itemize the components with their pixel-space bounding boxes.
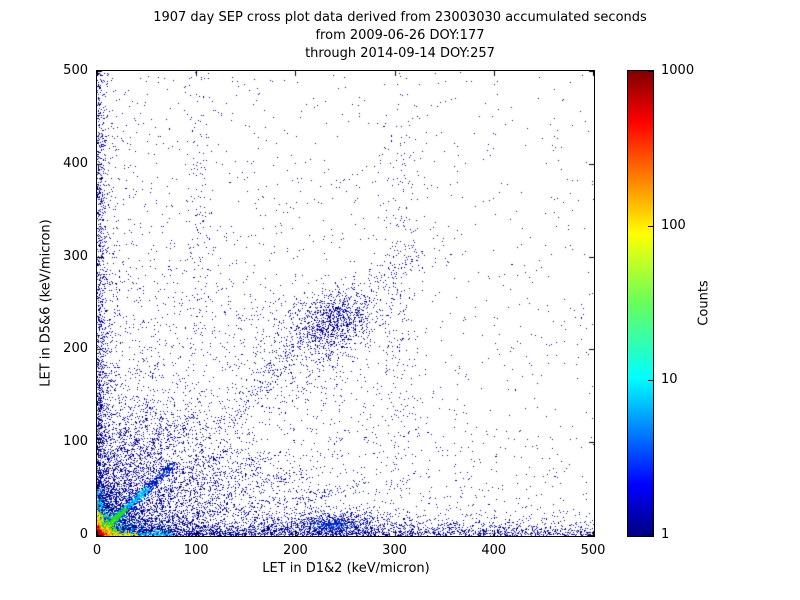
y-tick-label: 300: [63, 248, 88, 264]
colorbar-tick-mark: [648, 380, 653, 382]
colorbar-tick-label: 1: [661, 527, 670, 542]
title-line-2: from 2009-06-26 DOY:177: [315, 28, 485, 43]
x-axis-label: LET in D1&2 (keV/micron): [262, 561, 430, 576]
colorbar-tick-label: 100: [661, 217, 686, 233]
x-tick-label: 500: [580, 543, 606, 558]
colorbar-tick-mark: [648, 534, 653, 535]
colorbar-tick-mark: [648, 71, 653, 72]
x-tick-label: 200: [282, 543, 308, 558]
y-tick-label: 0: [79, 527, 88, 542]
x-tick-label: 300: [382, 543, 407, 558]
x-tick-label: 100: [183, 543, 209, 558]
y-tick-label: 100: [63, 434, 88, 450]
plot-area: [96, 70, 595, 537]
colorbar-tick-mark: [648, 225, 653, 227]
x-tick-label: 0: [92, 543, 102, 558]
colorbar-label: Counts: [696, 280, 712, 326]
scatter-canvas: [97, 71, 594, 536]
y-tick-label: 400: [63, 155, 88, 171]
y-axis-label: LET in D5&6 (keV/micron): [38, 219, 54, 387]
x-tick-label: 400: [481, 543, 507, 558]
chart-title: 1907 day SEP cross plot data derived fro…: [0, 9, 800, 63]
colorbar-tick-label: 10: [661, 372, 678, 388]
colorbar-tick-label: 1000: [661, 63, 695, 78]
title-line-1: 1907 day SEP cross plot data derived fro…: [153, 10, 647, 25]
title-line-3: through 2014-09-14 DOY:257: [305, 46, 495, 61]
y-tick-label: 200: [63, 341, 88, 357]
y-tick-label: 500: [63, 63, 88, 78]
colorbar: [627, 70, 654, 537]
